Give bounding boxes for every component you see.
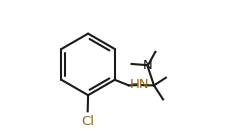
Text: Cl: Cl	[81, 115, 94, 128]
Text: N: N	[143, 59, 153, 72]
Text: HN: HN	[129, 78, 149, 91]
